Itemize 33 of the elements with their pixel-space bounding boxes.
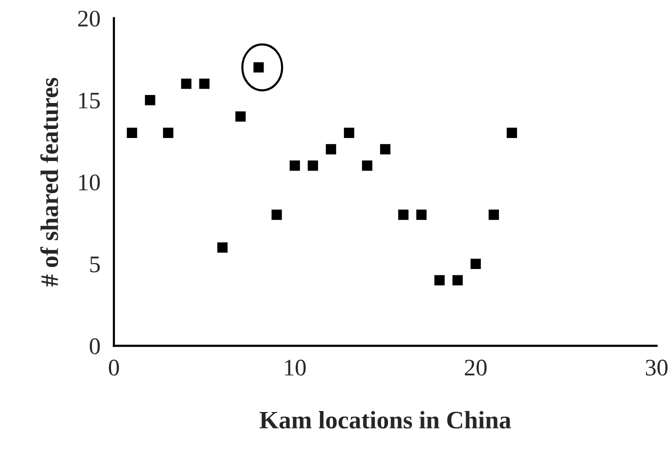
y-tick-label: 15 <box>79 92 100 109</box>
y-tick-label: 20 <box>78 10 100 27</box>
point <box>380 144 390 154</box>
x-axis-title: Kam locations in China <box>260 410 511 429</box>
point <box>308 160 318 171</box>
point <box>506 128 518 138</box>
point <box>217 242 228 253</box>
point <box>434 275 445 286</box>
point <box>235 111 246 122</box>
point <box>488 210 499 220</box>
point <box>344 128 354 138</box>
point <box>126 128 138 138</box>
point <box>163 128 174 138</box>
y-axis-title: # of shared features <box>40 78 58 286</box>
point <box>470 258 481 270</box>
point <box>144 94 156 106</box>
point <box>326 144 336 154</box>
x-tick-label: 30 <box>646 360 668 376</box>
point <box>181 78 192 89</box>
y-tick-label: 5 <box>90 256 100 272</box>
point <box>452 275 463 286</box>
point <box>398 210 408 220</box>
point <box>272 210 282 220</box>
point <box>362 160 372 171</box>
point <box>253 62 264 72</box>
point <box>290 160 300 171</box>
point <box>199 78 210 89</box>
x-tick-label: 0 <box>108 360 119 376</box>
x-tick-label: 20 <box>464 360 487 376</box>
x-tick-label: 10 <box>285 360 306 376</box>
y-tick-label: 10 <box>79 174 100 190</box>
point <box>416 210 427 220</box>
y-tick-label: 0 <box>90 338 100 354</box>
